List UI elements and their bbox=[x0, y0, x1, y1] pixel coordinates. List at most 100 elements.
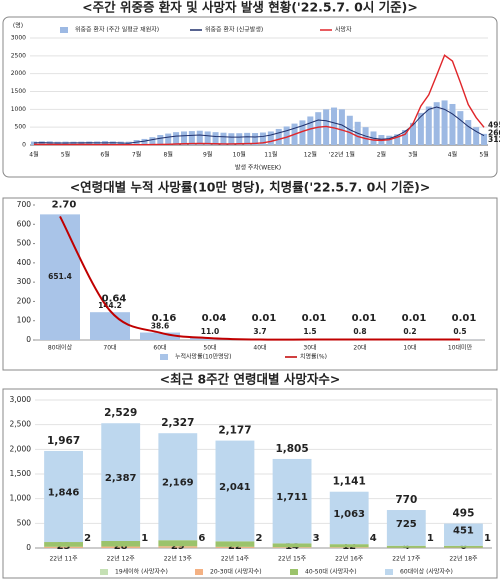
x-axis-label: 발생 주차(WEEK) bbox=[235, 164, 281, 172]
bar-segment bbox=[101, 540, 141, 547]
bar bbox=[236, 133, 243, 145]
data-label: 2,387 bbox=[105, 473, 137, 484]
x-tick-label: 5월 bbox=[479, 151, 488, 159]
x-tick-label: 60대 bbox=[153, 344, 166, 352]
bar-segment bbox=[386, 510, 426, 546]
data-label: 144.2 bbox=[98, 301, 122, 310]
bar bbox=[307, 116, 314, 145]
x-tick-label: 6월 bbox=[100, 151, 109, 159]
bar-segment bbox=[329, 491, 369, 545]
x-tick-label: 3월 bbox=[408, 151, 417, 159]
bar bbox=[346, 115, 353, 145]
data-label: 0.01 bbox=[352, 313, 377, 324]
y-tick-label: 2,500 bbox=[10, 420, 32, 429]
bar bbox=[90, 312, 130, 340]
legend-swatch bbox=[60, 27, 68, 33]
bar bbox=[267, 131, 274, 145]
bar bbox=[417, 112, 424, 145]
bar bbox=[188, 131, 195, 145]
bar bbox=[244, 132, 251, 145]
chart-title: <최근 8주간 연령대별 사망자수> bbox=[160, 372, 341, 387]
bar-segment bbox=[158, 546, 198, 548]
bar-segment bbox=[386, 545, 426, 548]
x-tick-label: 20대 bbox=[353, 344, 366, 352]
bar-segment bbox=[444, 523, 483, 546]
x-tick-label: 4월 bbox=[29, 151, 38, 159]
data-label: 11.0 bbox=[201, 327, 220, 336]
legend-label: 누적사망률(10만명당) bbox=[175, 353, 231, 361]
bar bbox=[204, 131, 211, 145]
y-tick-label: 400 bbox=[17, 258, 32, 267]
y-tick-label: 700 bbox=[17, 200, 32, 209]
data-label: 0.64 bbox=[102, 294, 127, 305]
bar-segment bbox=[44, 450, 83, 543]
legend-label: 사망자 bbox=[335, 26, 352, 34]
y-tick-label: 3,000 bbox=[10, 395, 32, 404]
x-tick-label: 4월 bbox=[448, 151, 457, 159]
legend-swatch bbox=[195, 569, 203, 575]
x-tick-label: 22년 14주 bbox=[221, 555, 250, 563]
x-tick-label: 10대미만 bbox=[448, 344, 473, 352]
bar-segment bbox=[44, 546, 83, 548]
y-tick-label: 300 bbox=[17, 277, 32, 286]
y-tick-label: 2500 bbox=[11, 52, 26, 59]
x-tick-label: 80대이상 bbox=[48, 344, 73, 352]
bar-segment bbox=[215, 440, 255, 542]
y-tick-label: 200 bbox=[17, 296, 32, 305]
bar bbox=[173, 132, 180, 145]
data-label: 2 bbox=[255, 533, 262, 544]
x-tick-label: '22년 1월 bbox=[329, 151, 355, 159]
data-label: 2,169 bbox=[162, 478, 194, 489]
x-tick-label: 10월 bbox=[233, 151, 246, 159]
data-label: 3 bbox=[313, 533, 320, 544]
data-label: 312 bbox=[488, 135, 500, 144]
x-tick-label: 2월 bbox=[377, 151, 386, 159]
legend-swatch bbox=[100, 569, 108, 575]
bar bbox=[30, 141, 37, 145]
x-tick-label: 22년 17주 bbox=[392, 555, 421, 563]
data-label: 29 bbox=[171, 541, 185, 552]
total-label: 2,327 bbox=[161, 417, 194, 429]
bar bbox=[449, 103, 456, 145]
data-label: 725 bbox=[396, 519, 417, 530]
bar-segment bbox=[329, 547, 369, 548]
legend-swatch bbox=[290, 569, 298, 575]
data-label: 0.16 bbox=[152, 313, 177, 324]
x-tick-label: 22년 11주 bbox=[49, 555, 78, 563]
bar bbox=[331, 107, 338, 145]
bar-segment bbox=[272, 543, 312, 548]
bar-segment bbox=[215, 541, 255, 547]
x-tick-label: 30대 bbox=[303, 344, 316, 352]
chart-title: <연령대별 누적 사망률(10만 명당), 치명률('22.5.7. 0시 기준… bbox=[70, 180, 431, 195]
bar bbox=[425, 106, 432, 145]
bar bbox=[157, 135, 164, 145]
y-tick-label: 3000 bbox=[11, 35, 26, 42]
data-label: 0.01 bbox=[452, 313, 477, 324]
y-tick-label: 1,500 bbox=[10, 469, 32, 478]
y-tick-label: 500 bbox=[15, 124, 27, 131]
x-tick-label: 22년 18주 bbox=[449, 555, 478, 563]
bar bbox=[228, 133, 235, 145]
legend-swatch bbox=[385, 569, 393, 575]
panel-frame bbox=[2, 388, 498, 579]
bar bbox=[141, 138, 148, 145]
total-label: 1,141 bbox=[333, 476, 366, 488]
data-label: 3.7 bbox=[253, 327, 266, 336]
bar-segment bbox=[101, 546, 141, 548]
data-label: 0.01 bbox=[252, 313, 277, 324]
data-label: 2,041 bbox=[219, 482, 251, 493]
x-tick-label: 9월 bbox=[203, 151, 212, 159]
data-label: 260 bbox=[488, 129, 500, 138]
data-label: 0.8 bbox=[353, 327, 366, 336]
bar bbox=[149, 137, 156, 145]
x-tick-label: 8월 bbox=[164, 151, 173, 159]
bar bbox=[212, 132, 219, 145]
bar-segment bbox=[158, 540, 198, 547]
x-tick-label: 22년 12주 bbox=[107, 555, 136, 563]
bar bbox=[220, 132, 227, 145]
y-tick-label: 0 bbox=[26, 335, 31, 344]
y-tick-label: 500 bbox=[17, 239, 32, 248]
bar bbox=[299, 120, 306, 145]
bar bbox=[323, 109, 330, 145]
